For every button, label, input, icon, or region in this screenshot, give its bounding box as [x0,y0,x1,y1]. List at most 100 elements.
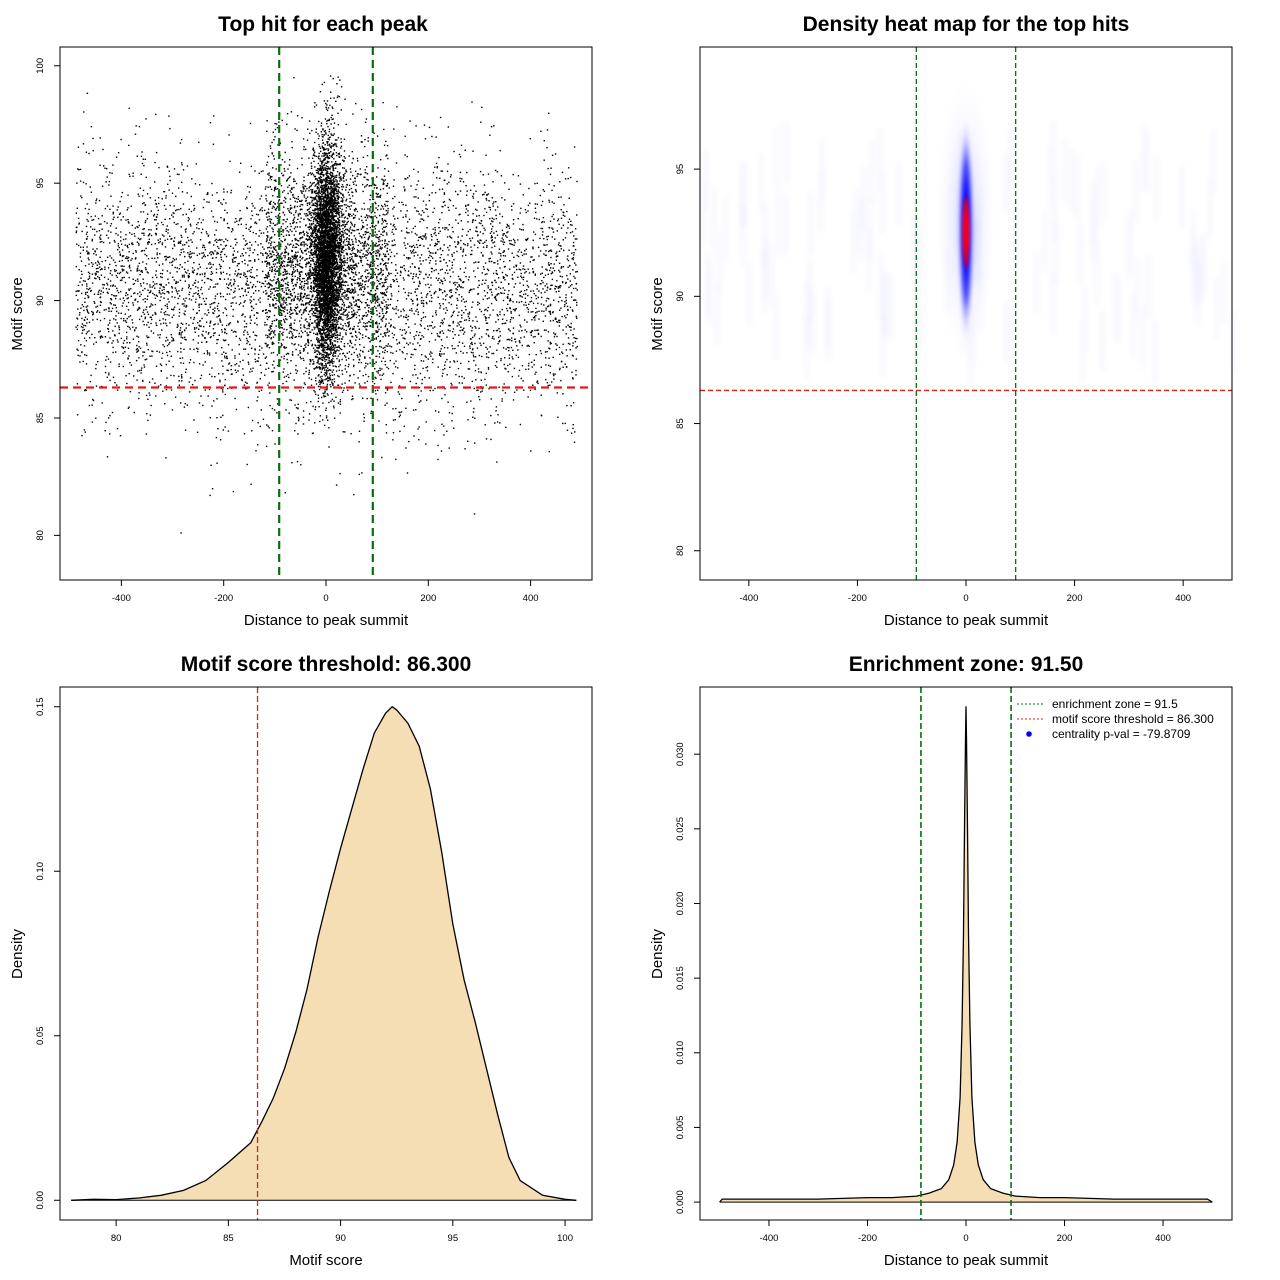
scatter-points [75,75,578,534]
scatter-point [180,249,182,251]
scatter-point [382,226,385,228]
scatter-point [225,202,227,204]
scatter-point [575,374,577,376]
scatter-point [181,162,183,164]
scatter-point [460,350,462,353]
scatter-point [515,264,518,267]
scatter-point [576,214,578,216]
scatter-point [208,373,211,375]
scatter-point [145,306,148,308]
scatter-point [123,318,125,320]
scatter-point [204,273,206,275]
scatter-point [489,314,491,316]
scatter-point [441,283,444,285]
scatter-point [410,353,412,356]
scatter-point [493,241,496,243]
scatter-point [244,290,246,293]
scatter-point [127,207,129,209]
scatter-point [506,319,508,322]
scatter-point [106,355,108,358]
scatter-point [464,305,467,308]
scatter-point [200,374,203,377]
scatter-point [444,388,446,390]
scatter-point [354,267,356,269]
scatter-point [260,170,262,173]
scatter-point [439,307,441,309]
scatter-point [558,319,560,322]
scatter-point [93,253,95,255]
scatter-point [525,270,527,273]
scatter-point [512,333,515,335]
scatter-point [315,377,317,379]
scatter-point [545,364,547,366]
scatter-point [352,174,354,177]
scatter-point [493,262,495,264]
scatter-point [331,320,334,322]
scatter-point [98,230,101,232]
scatter-point [407,343,410,346]
scatter-point [324,389,326,391]
scatter-point [399,430,401,433]
scatter-point [294,270,297,272]
scatter-point [196,247,198,249]
scatter-point [283,328,285,330]
scatter-point [364,326,366,328]
scatter-point [455,288,457,290]
scatter-point [126,297,128,300]
scatter-point [576,289,578,291]
scatter-point [140,269,143,272]
scatter-point [382,182,385,184]
scatter-point [417,395,420,397]
scatter-point [164,319,167,321]
scatter-point [258,390,260,392]
scatter-point [125,238,127,240]
scatter-point [250,269,252,271]
scatter-point [375,202,377,205]
scatter-point [207,309,209,311]
scatter-point [79,312,81,314]
scatter-point [235,335,237,337]
scatter-point [470,240,472,242]
scatter-point [355,331,357,333]
scatter-point [312,294,314,296]
scatter-point [132,326,134,328]
scatter-point [202,219,204,221]
scatter-point [522,223,524,226]
scatter-point [292,329,295,331]
scatter-point [565,366,568,368]
scatter-point [86,253,89,255]
scatter-point [329,232,331,235]
scatter-point [283,320,286,322]
scatter-point [274,443,276,445]
scatter-point [267,173,269,175]
scatter-point [319,319,322,321]
scatter-point [434,326,436,328]
scatter-point [297,293,299,295]
scatter-point [571,224,573,226]
scatter-point [491,217,493,219]
scatter-point [412,303,414,305]
scatter-point [244,316,246,318]
scatter-point [233,291,235,294]
scatter-point [544,274,547,276]
scatter-point [439,353,441,355]
scatter-point [99,241,101,243]
scatter-point [510,243,512,245]
scatter-point [389,345,391,347]
scatter-point [246,382,248,384]
scatter-point [537,382,539,385]
scatter-point [364,356,366,358]
scatter-point [198,363,201,365]
scatter-point [375,377,377,380]
scatter-point [220,416,222,418]
scatter-point [294,256,296,258]
scatter-point [92,149,94,152]
scatter-point [268,347,271,349]
scatter-point [170,374,172,377]
scatter-point [554,318,556,320]
scatter-point [355,170,357,172]
scatter-point [379,236,381,238]
scatter-point [136,241,139,243]
scatter-point [520,337,522,339]
scatter-point [407,258,410,260]
